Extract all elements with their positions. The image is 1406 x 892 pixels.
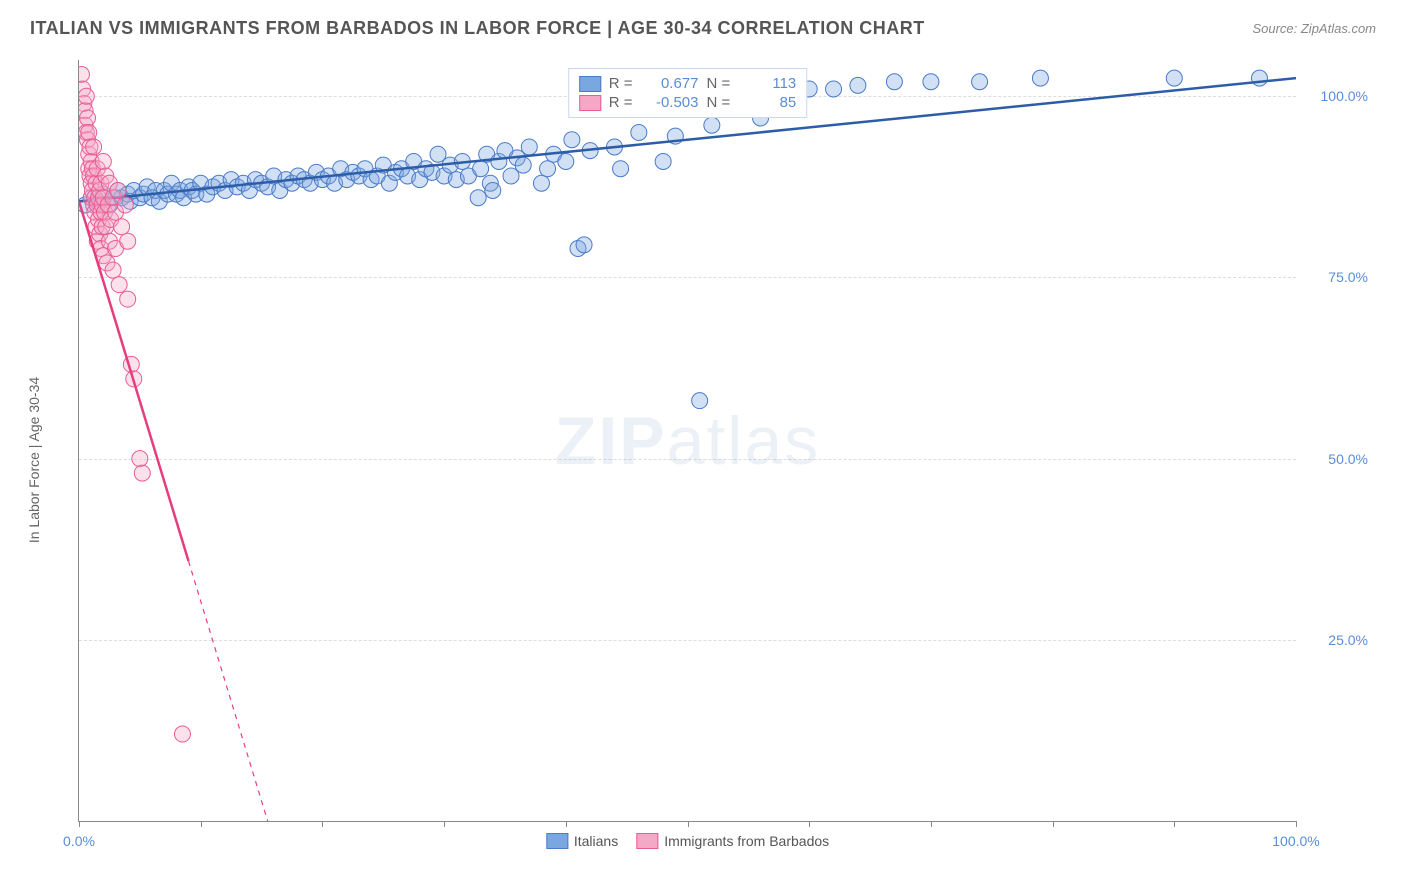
data-point <box>473 161 489 177</box>
scatter-svg <box>79 60 1296 821</box>
regression-line <box>79 201 189 561</box>
swatch-italians-icon <box>546 833 568 849</box>
data-point <box>132 451 148 467</box>
x-tick-mark <box>566 821 567 827</box>
data-point <box>515 157 531 173</box>
data-point <box>1032 70 1048 86</box>
y-axis-label: In Labor Force | Age 30-34 <box>26 377 42 543</box>
data-point <box>120 233 136 249</box>
x-tick-mark <box>1296 821 1297 827</box>
data-point <box>923 74 939 90</box>
data-point <box>111 277 127 293</box>
y-tick-label: 75.0% <box>1308 269 1368 285</box>
chart-container: In Labor Force | Age 30-34 ZIPatlas R = … <box>30 48 1376 872</box>
data-point <box>95 153 111 169</box>
data-point <box>576 237 592 253</box>
source-label: Source: ZipAtlas.com <box>1252 21 1376 36</box>
data-point <box>886 74 902 90</box>
x-tick-mark <box>1053 821 1054 827</box>
data-point <box>826 81 842 97</box>
legend-label-italians: Italians <box>574 833 618 849</box>
data-point <box>134 465 150 481</box>
y-tick-label: 100.0% <box>1308 88 1368 104</box>
data-point <box>86 139 102 155</box>
legend-label-barbados: Immigrants from Barbados <box>664 833 829 849</box>
n-value-barbados: 85 <box>738 94 796 111</box>
r-value-barbados: -0.503 <box>641 94 699 111</box>
data-point <box>972 74 988 90</box>
swatch-barbados <box>579 95 601 111</box>
r-label: R = <box>609 75 633 92</box>
x-tick-label: 100.0% <box>1272 833 1319 849</box>
data-point <box>1251 70 1267 86</box>
data-point <box>533 175 549 191</box>
data-point <box>564 132 580 148</box>
data-point <box>631 124 647 140</box>
y-tick-label: 50.0% <box>1308 451 1368 467</box>
data-point <box>1166 70 1182 86</box>
data-point <box>80 110 96 126</box>
x-tick-mark <box>322 821 323 827</box>
data-point <box>81 124 97 140</box>
n-value-italians: 113 <box>738 75 796 92</box>
legend-item-barbados: Immigrants from Barbados <box>636 833 829 849</box>
swatch-italians <box>579 76 601 92</box>
data-point <box>558 153 574 169</box>
legend-row-italians: R = 0.677 N = 113 <box>579 75 797 92</box>
x-tick-mark <box>79 821 80 827</box>
data-point <box>850 77 866 93</box>
header: ITALIAN VS IMMIGRANTS FROM BARBADOS IN L… <box>30 18 1376 39</box>
data-point <box>655 153 671 169</box>
x-tick-label: 0.0% <box>63 833 95 849</box>
swatch-barbados-icon <box>636 833 658 849</box>
n-label: N = <box>707 94 731 111</box>
data-point <box>79 66 89 82</box>
x-tick-mark <box>1174 821 1175 827</box>
r-label: R = <box>609 94 633 111</box>
data-point <box>485 182 501 198</box>
legend-row-barbados: R = -0.503 N = 85 <box>579 94 797 111</box>
data-point <box>174 726 190 742</box>
y-tick-label: 25.0% <box>1308 632 1368 648</box>
data-point <box>521 139 537 155</box>
data-point <box>114 219 130 235</box>
n-label: N = <box>707 75 731 92</box>
data-point <box>105 262 121 278</box>
regression-line-dashed <box>189 561 268 821</box>
x-tick-mark <box>809 821 810 827</box>
data-point <box>120 291 136 307</box>
data-point <box>470 190 486 206</box>
data-point <box>692 393 708 409</box>
plot-area: ZIPatlas R = 0.677 N = 113 R = -0.503 N … <box>78 60 1296 822</box>
legend-item-italians: Italians <box>546 833 618 849</box>
correlation-legend: R = 0.677 N = 113 R = -0.503 N = 85 <box>568 68 808 118</box>
data-point <box>704 117 720 133</box>
x-tick-mark <box>931 821 932 827</box>
data-point <box>79 88 94 104</box>
data-point <box>613 161 629 177</box>
chart-title: ITALIAN VS IMMIGRANTS FROM BARBADOS IN L… <box>30 18 925 39</box>
series-legend: Italians Immigrants from Barbados <box>546 833 829 849</box>
data-point <box>540 161 556 177</box>
data-point <box>110 182 126 198</box>
r-value-italians: 0.677 <box>641 75 699 92</box>
x-tick-mark <box>688 821 689 827</box>
x-tick-mark <box>201 821 202 827</box>
data-point <box>117 197 133 213</box>
x-tick-mark <box>444 821 445 827</box>
